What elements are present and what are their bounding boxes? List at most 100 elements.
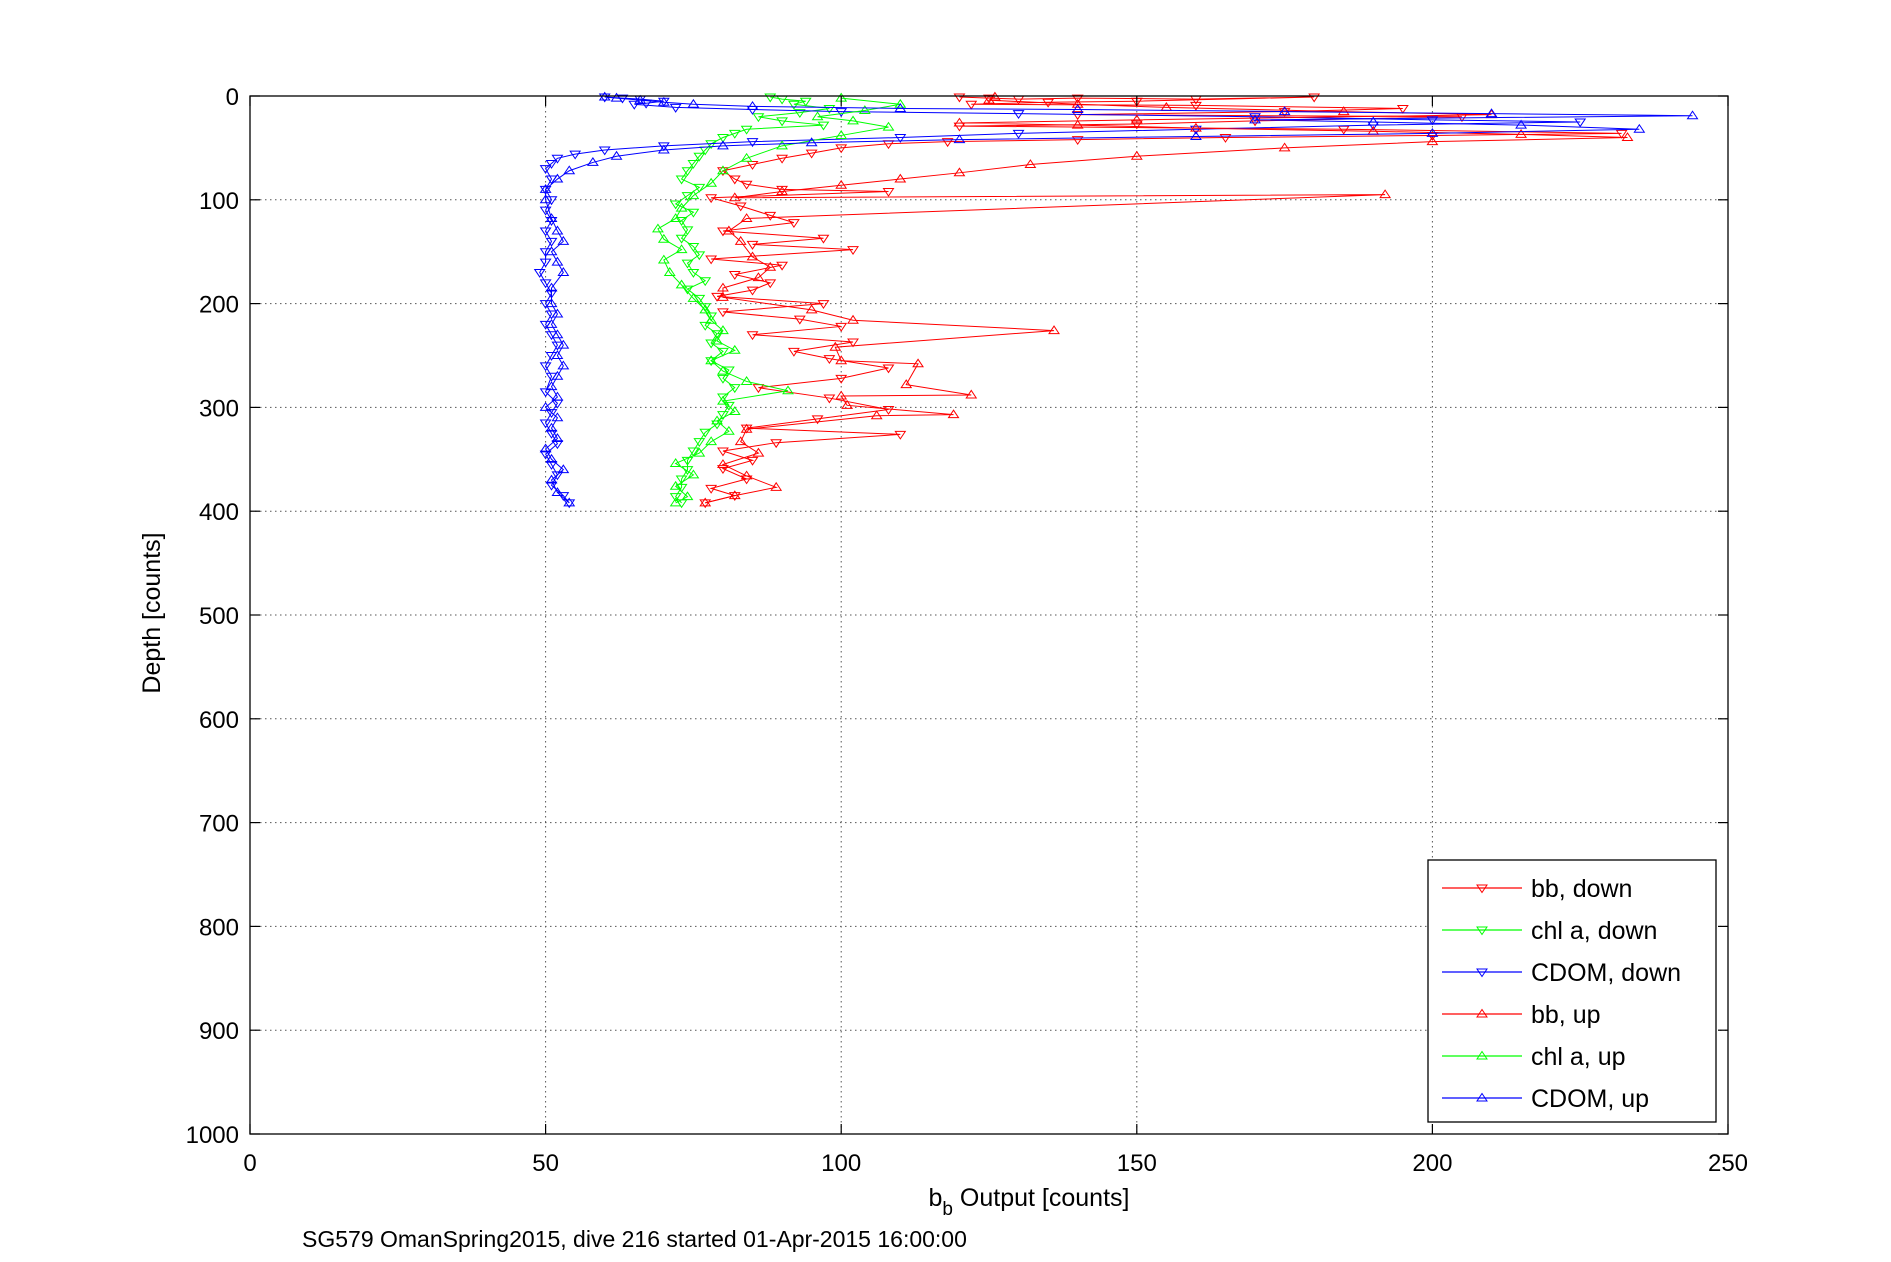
data-point	[610, 150, 623, 160]
legend-entry: chl a, down	[1442, 917, 1657, 945]
data-point	[752, 384, 765, 394]
legend-marker	[1476, 884, 1488, 894]
data-point	[551, 256, 564, 266]
data-point	[539, 165, 552, 175]
data-point	[705, 255, 718, 265]
legend-entry: chl a, up	[1442, 1043, 1626, 1071]
legend-label: chl a, down	[1531, 917, 1657, 945]
data-point	[746, 286, 759, 296]
data-point	[557, 464, 570, 474]
data-point	[563, 497, 576, 507]
data-point	[675, 234, 688, 244]
data-point	[693, 251, 706, 261]
data-point	[894, 98, 907, 108]
data-point	[835, 374, 848, 384]
data-point	[894, 173, 907, 183]
data-point	[1219, 134, 1232, 143]
y-tick-label: 800	[199, 914, 239, 941]
data-point	[687, 98, 700, 108]
data-point	[539, 450, 552, 460]
data-point	[687, 159, 700, 169]
data-point	[669, 493, 682, 503]
data-point	[1515, 119, 1528, 129]
data-point	[657, 233, 670, 243]
data-point	[681, 167, 694, 177]
data-point	[598, 93, 611, 103]
data-point	[1249, 114, 1261, 124]
data-point	[847, 314, 859, 324]
data-point	[811, 415, 824, 425]
data-point	[539, 279, 552, 289]
data-point	[699, 321, 712, 331]
legend-entry: bb, down	[1442, 875, 1632, 903]
legend-marker	[1476, 968, 1488, 978]
data-point	[551, 440, 564, 450]
data-point	[687, 243, 700, 252]
data-point	[545, 213, 558, 222]
data-point	[770, 439, 783, 449]
data-point	[699, 428, 712, 438]
data-point	[563, 165, 576, 175]
data-point	[1337, 106, 1350, 116]
data-point	[728, 192, 741, 202]
data-point	[717, 134, 729, 143]
y-tick-label: 200	[199, 292, 239, 319]
data-point	[841, 399, 854, 409]
data-point	[870, 410, 883, 420]
data-point	[793, 315, 806, 325]
x-axis-label-subscript: b	[942, 1199, 953, 1220]
data-point	[717, 459, 729, 468]
data-point	[539, 206, 552, 216]
data-point	[835, 355, 848, 365]
data-point	[1071, 136, 1084, 145]
data-point	[705, 436, 718, 446]
series-line	[705, 96, 1622, 504]
legend-marker	[1476, 926, 1488, 936]
y-tick-label: 400	[199, 499, 239, 526]
data-point	[687, 293, 700, 302]
data-point	[722, 225, 735, 235]
data-point	[947, 409, 960, 419]
data-point	[681, 466, 694, 476]
legend-box	[1427, 859, 1717, 1123]
data-point	[539, 443, 552, 453]
legend-entry: bb, up	[1442, 1001, 1601, 1029]
data-point	[551, 471, 564, 481]
data-point	[598, 146, 611, 156]
data-point	[717, 393, 729, 403]
y-tick-label: 0	[226, 84, 239, 111]
data-point	[882, 187, 895, 197]
data-point	[681, 226, 694, 236]
data-point	[545, 409, 558, 418]
data-point	[1278, 108, 1291, 117]
data-point	[551, 350, 564, 359]
data-point	[717, 165, 729, 175]
axis-ticks	[249, 95, 1729, 1135]
data-point	[539, 388, 552, 398]
y-tick-label: 1000	[186, 1122, 239, 1149]
data-point	[894, 430, 907, 440]
data-point	[675, 244, 688, 254]
data-point	[787, 219, 800, 229]
data-point	[551, 391, 564, 401]
data-point	[717, 374, 729, 384]
data-point	[1367, 116, 1380, 126]
data-point	[805, 149, 818, 159]
x-tick-label: 250	[1708, 1150, 1748, 1177]
data-point	[699, 304, 712, 314]
data-point	[711, 335, 723, 345]
data-point	[776, 186, 789, 195]
data-point	[669, 200, 682, 210]
data-point	[770, 481, 783, 491]
y-tick-label: 700	[199, 811, 239, 838]
data-point	[823, 394, 836, 404]
x-tick-label: 150	[1117, 1150, 1157, 1177]
data-point	[557, 267, 570, 276]
data-point	[551, 329, 564, 339]
data-point	[746, 100, 759, 110]
y-tick-label: 300	[199, 395, 239, 422]
data-point	[693, 438, 706, 448]
data-point	[569, 150, 582, 160]
data-point	[539, 401, 552, 411]
data-point	[728, 271, 741, 280]
